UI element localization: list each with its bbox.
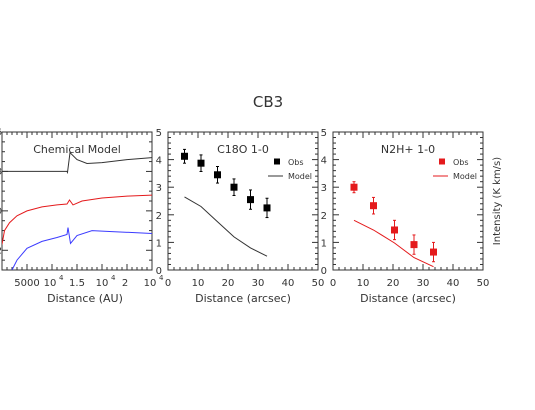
chem-x-tick-label: 2 [122,278,128,289]
chem-x-tick-label: 10 [144,278,157,289]
c18o-y-tick-label: 5 [156,128,162,139]
n2h-y-tick-label: 2 [321,211,327,222]
c18o-x-axis-label: Distance (arcsec) [195,292,291,305]
chem-x-tick-label: 10 [44,278,57,289]
n2h-y-tick-label: 0 [321,266,327,277]
c18o-obs-point [230,183,238,191]
chem-x-axis-label: Distance (AU) [47,292,123,305]
chem-y-tick-label: 12 [0,246,2,256]
chem-y-tick-label: -6 [0,128,2,138]
n2h-obs-point [410,241,418,249]
c18o-x-tick-label: 40 [282,278,295,289]
n2h-legend-obs-label: Obs [453,158,469,167]
c18o-legend-obs-marker [274,158,280,165]
chem-x-tick-label: 5000 [14,278,39,289]
c18o-legend-obs-label: Obs [288,158,304,167]
c18o-y-tick-label: 4 [156,156,162,167]
c18o-model-line [184,196,268,257]
figure-title: CB3 [253,93,283,111]
c18o-y-tick-label: 1 [156,238,162,249]
chem-x-tick-exp: 4 [59,274,64,282]
n2h-x-tick-label: 30 [417,278,430,289]
c18o-x-tick-label: 20 [222,278,235,289]
n2h-y-axis-label: Intensity (K km/s) [492,157,503,245]
chem-x-tick-label: 1.5 [69,278,85,289]
c18o-obs-point [181,152,188,160]
chem-x-tick-exp: 4 [111,274,116,282]
chem-series-line-0 [2,151,152,175]
chem-x-tick-exp: 4 [159,274,164,282]
chem-y-tick-label: -8 [0,167,2,177]
n2h-x-tick-label: 50 [477,278,490,289]
c18o-obs-point [263,204,271,212]
c18o-x-tick-label: 30 [252,278,265,289]
n2h-x-axis-label: Distance (arcsec) [360,292,456,305]
c18o-x-tick-label: 50 [312,278,325,289]
chem-x-tick-label: 10 [96,278,109,289]
n2h-x-tick-label: 0 [330,278,336,289]
n2h-y-tick-label: 5 [321,128,327,139]
n2h-obs-point [350,183,358,191]
n2h-obs-point [391,226,398,234]
n2h-y-tick-label: 4 [321,156,327,167]
n2h-y-tick-label: 1 [321,238,327,249]
n2h-panel-title: N2H+ 1-0 [381,143,435,156]
c18o-panel-frame [167,131,319,271]
c18o-obs-point [197,159,205,167]
n2h-obs-point [370,202,377,210]
n2h-legend-model-label: Model [453,172,477,181]
n2h-obs-point [430,248,437,256]
chem-series-line-2 [11,227,152,270]
c18o-y-tick-label: 2 [156,211,162,222]
n2h-x-tick-label: 40 [447,278,460,289]
n2h-x-tick-label: 20 [387,278,400,289]
n2h-panel-frame [332,131,484,271]
c18o-panel-title: C18O 1-0 [217,143,269,156]
c18o-y-tick-label: 3 [156,183,162,194]
chem-y-tick-label: 10 [0,207,2,217]
c18o-obs-point [214,171,221,179]
c18o-x-tick-label: 0 [165,278,171,289]
c18o-y-tick-label: 0 [156,266,162,277]
n2h-x-tick-label: 10 [357,278,370,289]
n2h-legend-obs-marker [439,158,445,165]
chem-panel-title: Chemical Model [33,143,121,156]
c18o-x-tick-label: 10 [192,278,205,289]
n2h-y-tick-label: 3 [321,183,327,194]
c18o-legend-model-label: Model [288,172,312,181]
chem-series-line-1 [2,194,152,245]
c18o-obs-point [247,196,254,204]
n2h-model-line [353,219,434,268]
